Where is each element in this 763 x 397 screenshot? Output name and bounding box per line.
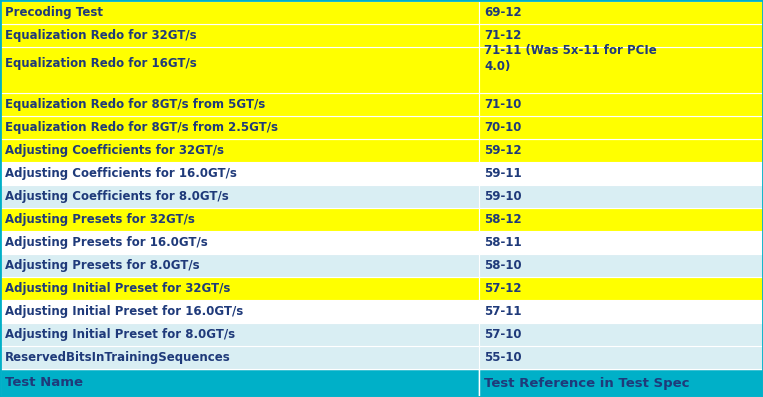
Bar — [0, 185, 479, 208]
Bar — [479, 277, 763, 300]
Bar — [0, 231, 479, 254]
Bar — [0, 93, 479, 116]
Text: Equalization Redo for 8GT/s from 5GT/s: Equalization Redo for 8GT/s from 5GT/s — [5, 98, 266, 111]
Text: Adjusting Coefficients for 16.0GT/s: Adjusting Coefficients for 16.0GT/s — [5, 167, 237, 180]
Bar — [0, 300, 479, 323]
Bar — [479, 93, 763, 116]
Bar — [0, 369, 479, 397]
Bar — [479, 162, 763, 185]
Bar — [0, 162, 479, 185]
Bar — [479, 1, 763, 24]
Text: Adjusting Initial Preset for 32GT/s: Adjusting Initial Preset for 32GT/s — [5, 282, 230, 295]
Text: 71-10: 71-10 — [485, 98, 522, 111]
Text: Precoding Test: Precoding Test — [5, 6, 103, 19]
Text: Adjusting Initial Preset for 16.0GT/s: Adjusting Initial Preset for 16.0GT/s — [5, 305, 243, 318]
Bar — [0, 254, 479, 277]
Text: 58-11: 58-11 — [485, 236, 522, 249]
Text: 71-12: 71-12 — [485, 29, 522, 42]
Bar — [479, 323, 763, 346]
Text: Adjusting Presets for 8.0GT/s: Adjusting Presets for 8.0GT/s — [5, 259, 200, 272]
Text: 71-11 (Was 5x-11 for PCIe
4.0): 71-11 (Was 5x-11 for PCIe 4.0) — [485, 44, 657, 73]
Bar — [479, 24, 763, 47]
Bar — [0, 277, 479, 300]
Bar — [0, 1, 479, 24]
Bar — [479, 231, 763, 254]
Bar — [0, 139, 479, 162]
Text: 57-12: 57-12 — [485, 282, 522, 295]
Text: Test Name: Test Name — [5, 376, 83, 389]
Bar — [479, 116, 763, 139]
Text: 57-10: 57-10 — [485, 328, 522, 341]
Text: Adjusting Coefficients for 8.0GT/s: Adjusting Coefficients for 8.0GT/s — [5, 190, 229, 203]
Bar — [479, 208, 763, 231]
Text: 57-11: 57-11 — [485, 305, 522, 318]
Bar — [479, 185, 763, 208]
Bar — [0, 208, 479, 231]
Text: Adjusting Presets for 32GT/s: Adjusting Presets for 32GT/s — [5, 213, 195, 226]
Text: Equalization Redo for 32GT/s: Equalization Redo for 32GT/s — [5, 29, 197, 42]
Text: 70-10: 70-10 — [485, 121, 522, 134]
Bar — [479, 47, 763, 93]
Bar — [0, 323, 479, 346]
Bar — [0, 47, 479, 93]
Text: Adjusting Coefficients for 32GT/s: Adjusting Coefficients for 32GT/s — [5, 144, 224, 157]
Text: Test Reference in Test Spec: Test Reference in Test Spec — [485, 376, 690, 389]
Text: Equalization Redo for 8GT/s from 2.5GT/s: Equalization Redo for 8GT/s from 2.5GT/s — [5, 121, 278, 134]
Bar — [479, 369, 763, 397]
Text: 58-12: 58-12 — [485, 213, 522, 226]
Bar — [479, 254, 763, 277]
Text: 55-10: 55-10 — [485, 351, 522, 364]
Text: 59-11: 59-11 — [485, 167, 522, 180]
Text: 58-10: 58-10 — [485, 259, 522, 272]
Bar — [0, 116, 479, 139]
Bar — [479, 300, 763, 323]
Bar — [479, 346, 763, 369]
Text: ReservedBitsInTrainingSequences: ReservedBitsInTrainingSequences — [5, 351, 230, 364]
Text: Adjusting Initial Preset for 8.0GT/s: Adjusting Initial Preset for 8.0GT/s — [5, 328, 235, 341]
Text: 59-12: 59-12 — [485, 144, 522, 157]
Bar — [0, 346, 479, 369]
Text: Equalization Redo for 16GT/s: Equalization Redo for 16GT/s — [5, 57, 197, 70]
Text: Adjusting Presets for 16.0GT/s: Adjusting Presets for 16.0GT/s — [5, 236, 208, 249]
Text: 59-10: 59-10 — [485, 190, 522, 203]
Text: 69-12: 69-12 — [485, 6, 522, 19]
Bar — [0, 24, 479, 47]
Bar — [479, 139, 763, 162]
